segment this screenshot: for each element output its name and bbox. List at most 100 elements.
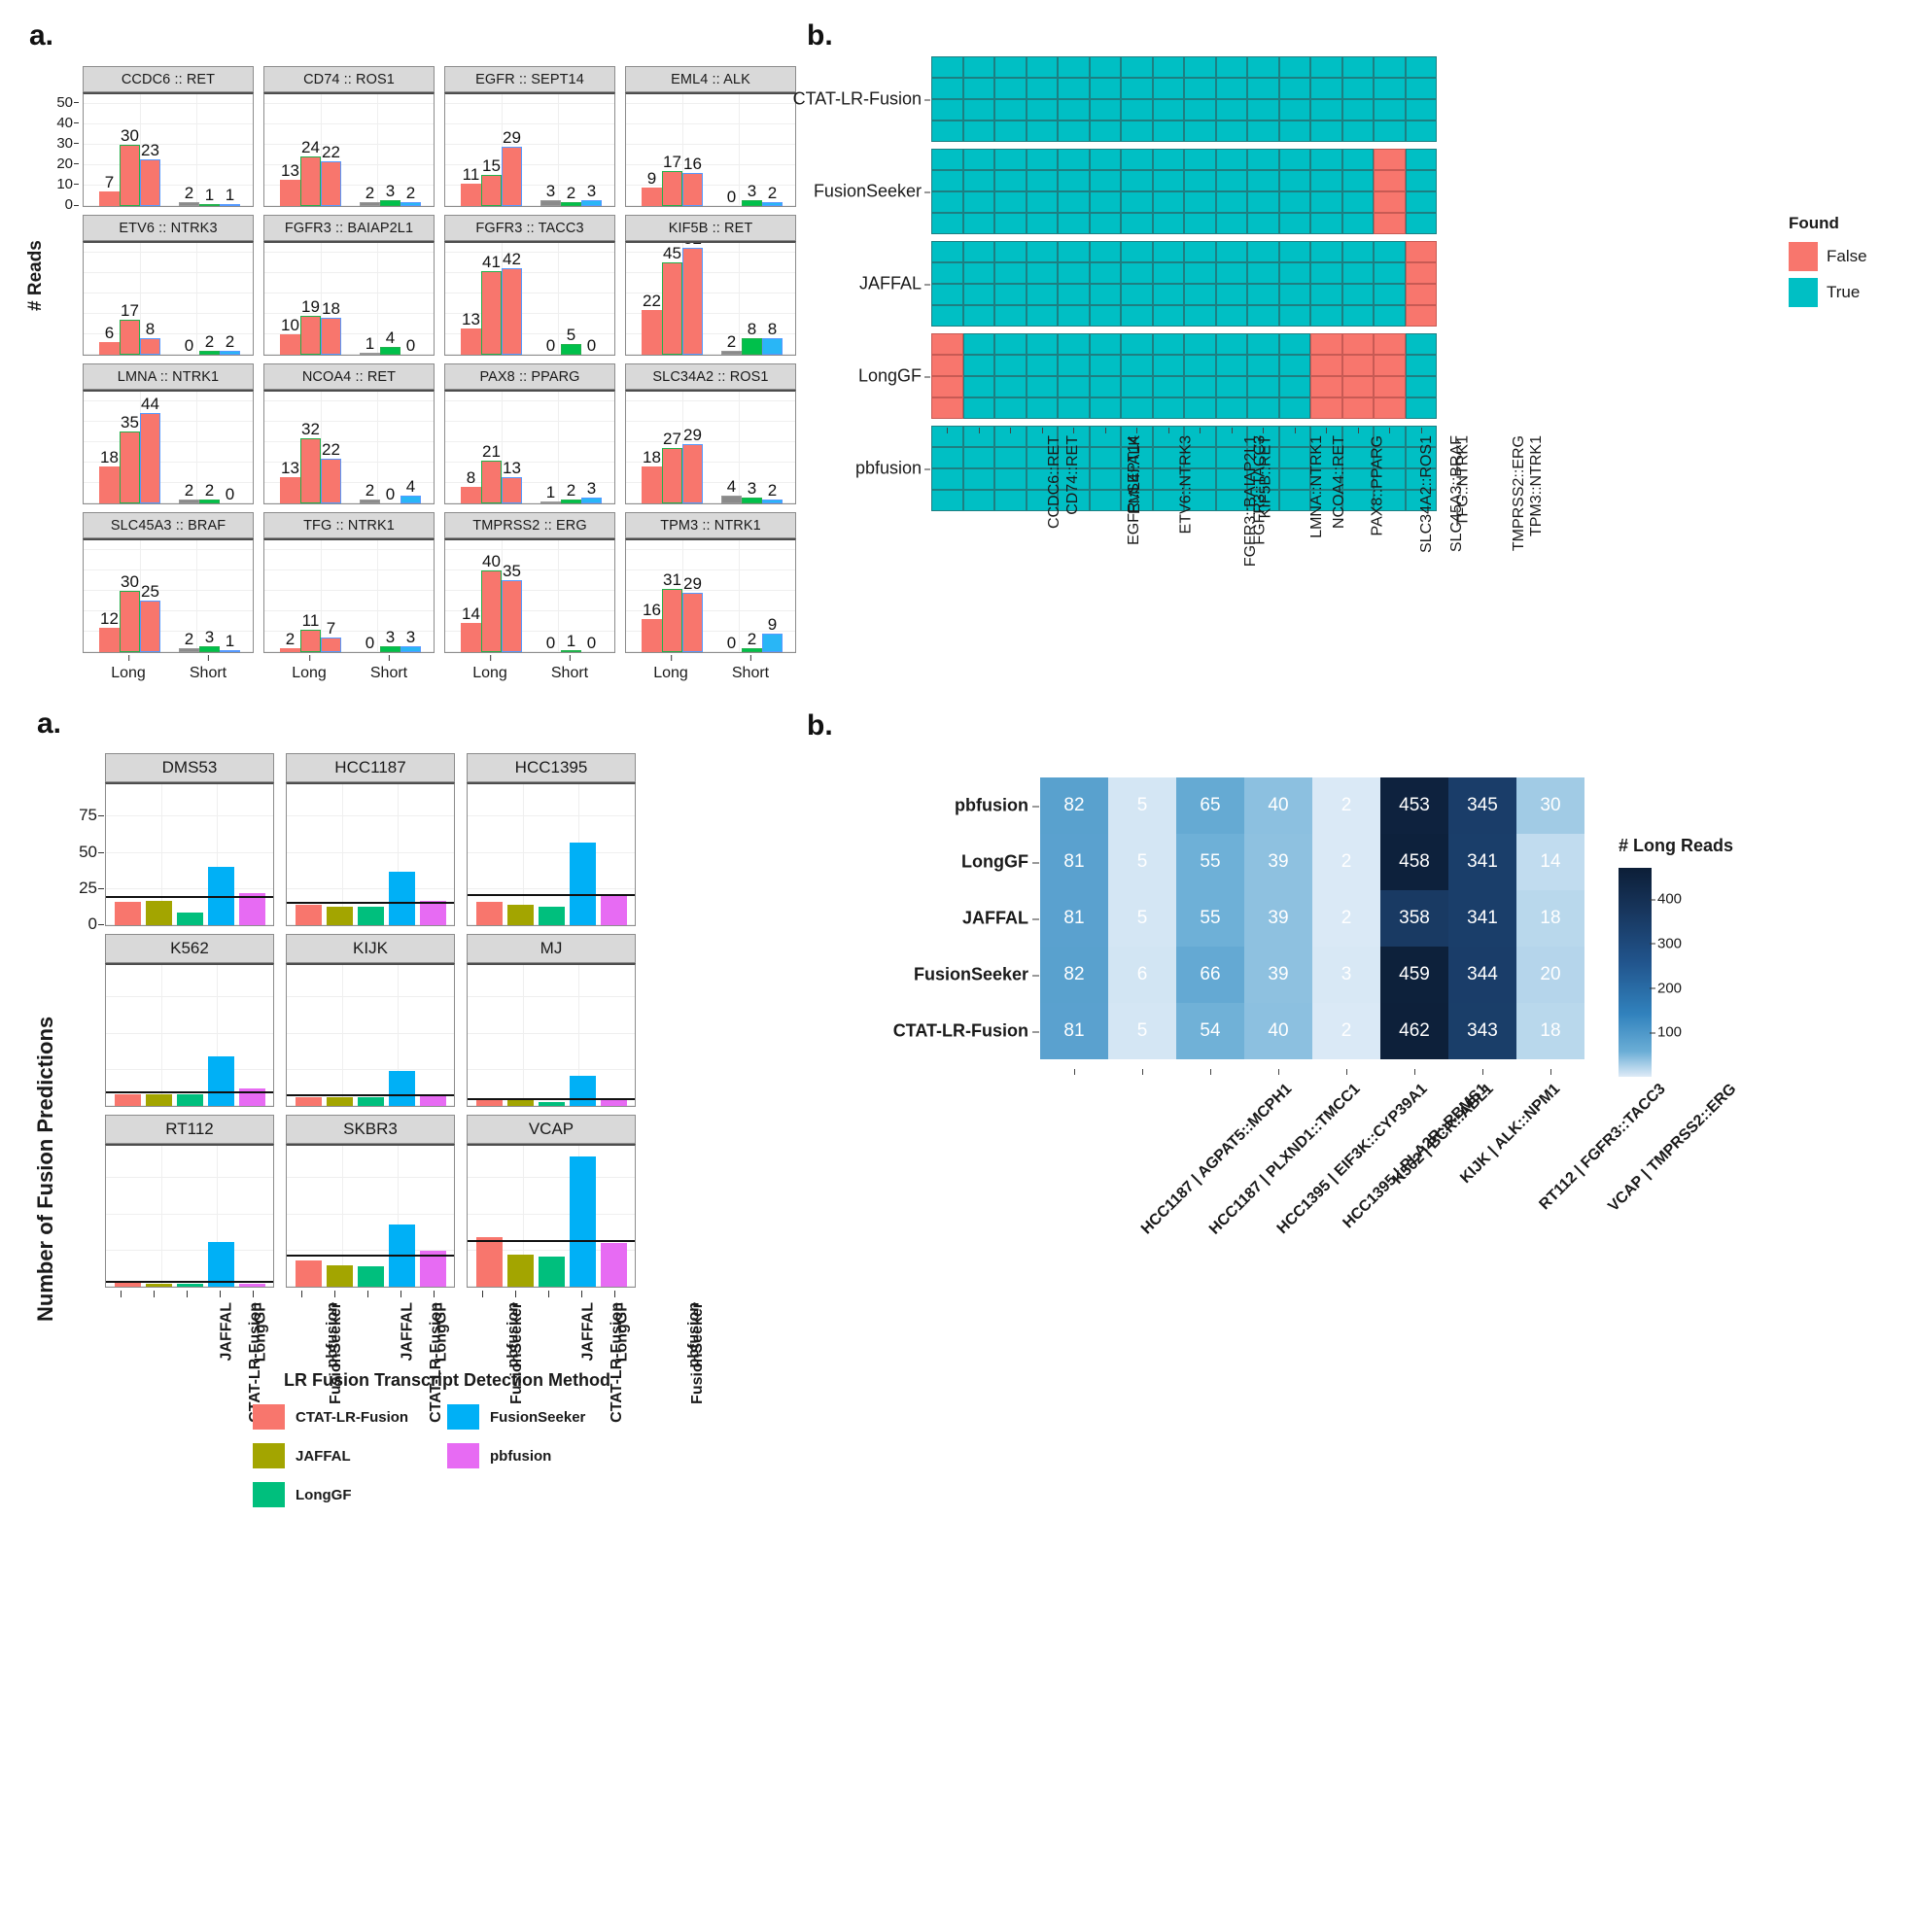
heatmap-cell	[931, 305, 963, 327]
facet-panel: CD74 :: ROS1 13 24 22 2 3 2	[263, 66, 435, 207]
bar-value-label: 2	[726, 331, 737, 351]
bar-rect	[280, 179, 300, 206]
legend-label: LongGF	[296, 1486, 352, 1503]
legend-item[interactable]: True	[1789, 278, 1867, 307]
bar: 4	[380, 329, 400, 355]
heatmap-cell: 2	[1312, 834, 1380, 890]
heatmap-cell	[1121, 262, 1153, 284]
y-tick-label: 50	[79, 842, 104, 861]
heatmap-cell: 39	[1244, 890, 1312, 947]
gridline	[445, 609, 614, 611]
heatmap-cell	[1341, 149, 1374, 170]
heatmap-row-group: CTAT-LR-Fusion	[793, 56, 1437, 142]
heatmap-cell	[931, 121, 963, 142]
legend-item[interactable]: pbfusion	[447, 1443, 642, 1468]
heatmap-cell	[1121, 333, 1153, 355]
heatmap-cell	[931, 241, 963, 262]
heatmap-cell	[994, 191, 1027, 213]
figure2-panel-b: b. pbfusion 82 5 65 40 2 453 345 30 LongGF 81 5 55 39…	[807, 700, 1886, 1915]
heatmap-cell	[1247, 170, 1279, 191]
gridline	[468, 1213, 635, 1215]
heatmap-subrow	[931, 376, 1437, 397]
heatmap-cell	[1089, 333, 1121, 355]
x-tick-mark	[434, 1291, 435, 1297]
bar: 13	[502, 460, 522, 503]
heatmap-cell	[1058, 305, 1090, 327]
bar-rect	[140, 601, 160, 652]
gridline	[342, 1146, 343, 1287]
bar-value-label: 11	[301, 610, 320, 630]
bar: 16	[642, 602, 662, 652]
gridline	[196, 243, 197, 355]
bar-rect	[380, 645, 400, 652]
facet-title: SLC34A2 :: ROS1	[625, 363, 796, 390]
facet-title: SKBR3	[286, 1115, 455, 1144]
bar-rect	[220, 350, 240, 355]
legend-item[interactable]: FusionSeeker	[447, 1404, 642, 1430]
gridline	[287, 887, 454, 889]
bar	[207, 1241, 234, 1287]
gridline	[84, 609, 253, 611]
bar-rect	[502, 580, 522, 652]
x-tick-mark	[1278, 1069, 1279, 1075]
heatmap-row-label: LongGF	[961, 851, 1039, 872]
bar-group: 11 15 29	[461, 129, 522, 206]
heatmap-cell: 81	[1040, 834, 1108, 890]
gridline	[468, 1249, 635, 1251]
gridline	[84, 420, 253, 422]
bar-value-label: 3	[545, 181, 556, 200]
bar-rect	[120, 431, 140, 503]
figure1-panel-a: a. # Reads 0 10 20 30 40 50 CCDC6 :: RET 7 30 23…	[25, 19, 797, 681]
heatmap-cell	[1184, 284, 1216, 305]
heatmap-cell	[1152, 284, 1184, 305]
heatmap-cell	[1215, 355, 1247, 376]
bar	[357, 1266, 384, 1287]
heatmap-cell	[1341, 490, 1374, 511]
heatmap-cell	[1026, 490, 1058, 511]
heatmap-cell	[1374, 121, 1406, 142]
bar-value-label: 13	[462, 309, 480, 328]
bar-rect	[742, 338, 762, 355]
legend-item[interactable]: LongGF	[253, 1482, 447, 1507]
legend-item[interactable]: JAFFAL	[253, 1443, 447, 1468]
bar: 30	[120, 573, 140, 652]
bar-rect	[742, 199, 762, 206]
gridline	[558, 392, 559, 503]
heatmap-subrow	[931, 121, 1437, 142]
bar: 19	[300, 298, 321, 355]
heatmap-cell	[1058, 99, 1090, 121]
heatmap-column-label: ETV6::NTRK3	[1177, 435, 1195, 535]
heatmap-cell	[1026, 78, 1058, 99]
legend-item[interactable]: False	[1789, 242, 1867, 271]
bar-rect	[461, 623, 481, 652]
bar	[569, 1156, 596, 1287]
heatmap-cell	[994, 397, 1027, 419]
facet-title: HCC1187	[286, 753, 455, 782]
gridline	[445, 354, 614, 355]
heatmap-cell	[1215, 191, 1247, 213]
bar-rect	[120, 320, 140, 355]
bar: 16	[682, 155, 703, 206]
heatmap-cell	[1278, 241, 1310, 262]
gridline	[445, 569, 614, 570]
legend-item[interactable]: CTAT-LR-Fusion	[253, 1404, 447, 1430]
legend-swatch	[1789, 278, 1818, 307]
gridline	[626, 651, 795, 652]
gridline	[84, 122, 253, 124]
gridline	[626, 205, 795, 206]
gridline	[468, 887, 635, 889]
bar-value-label: 0	[545, 336, 556, 355]
x-tick-label: Long	[111, 655, 146, 681]
bar: 30	[120, 127, 140, 206]
heatmap-cell	[931, 99, 963, 121]
heatmap-cell	[1026, 284, 1058, 305]
gridline	[445, 502, 614, 503]
heatmap-cell	[1026, 333, 1058, 355]
gridline	[626, 122, 795, 124]
bar-rect	[481, 569, 502, 652]
heatmap-cell	[1247, 333, 1279, 355]
gridline	[398, 965, 399, 1106]
bar-value-label: 12	[100, 608, 119, 628]
